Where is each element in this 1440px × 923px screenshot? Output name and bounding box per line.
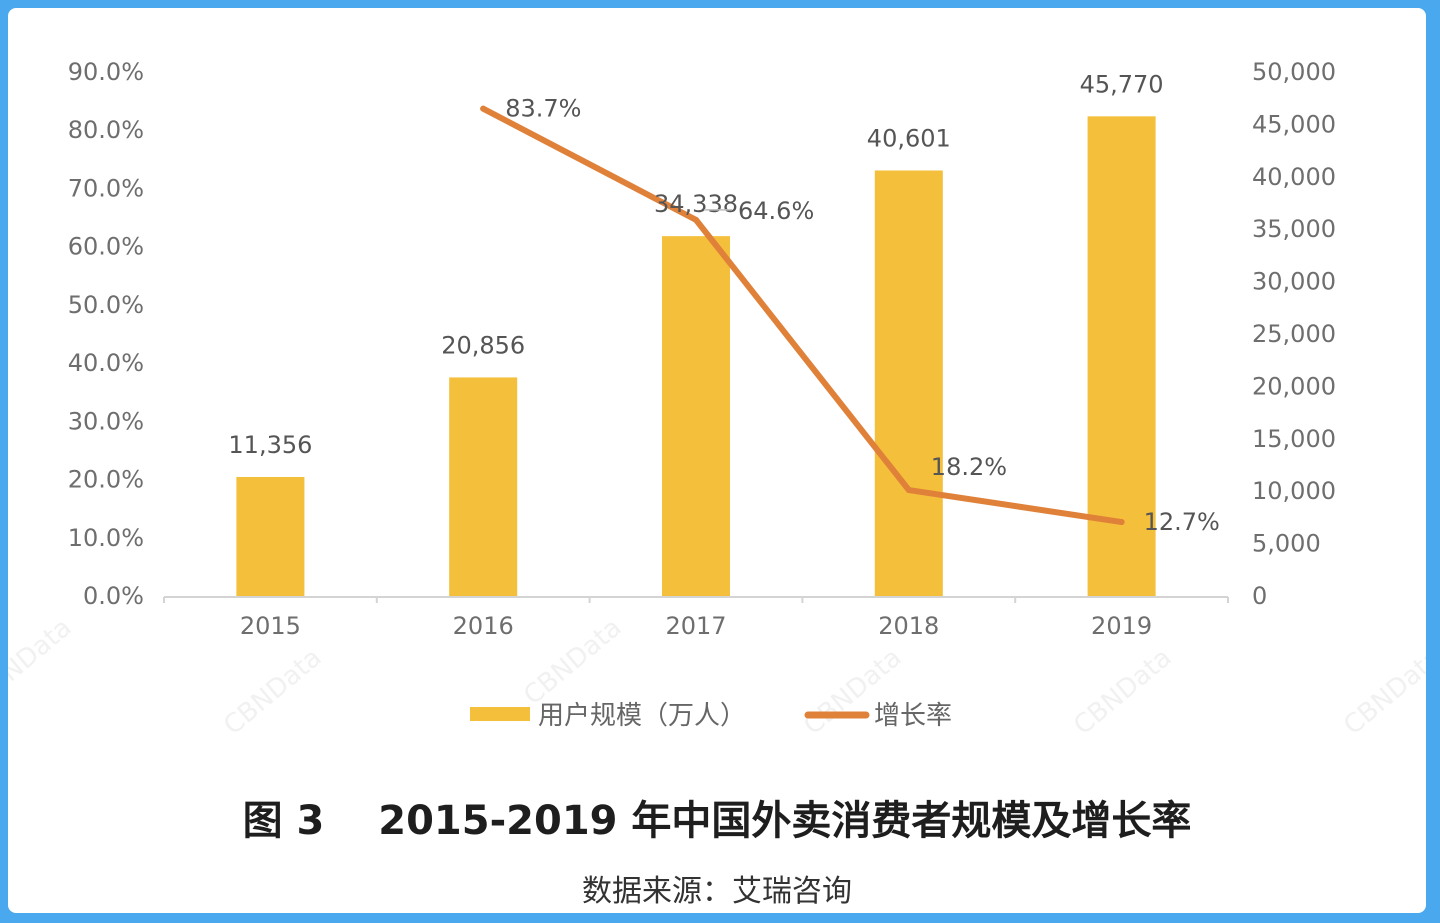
right-axis-tick-label: 50,000 [1252, 58, 1336, 86]
right-axis-tick-label: 5,000 [1252, 530, 1321, 558]
right-axis-tick-label: 10,000 [1252, 477, 1336, 505]
left-axis-tick-label: 0.0% [83, 582, 144, 610]
right-axis-tick-label: 20,000 [1252, 372, 1336, 400]
line-series [480, 105, 1125, 526]
figure-caption: 图 3 2015-2019 年中国外卖消费者规模及增长率 [242, 798, 1192, 844]
bar-data-label: 20,856 [441, 331, 525, 359]
x-axis-tick-label: 2018 [878, 612, 939, 640]
right-axis-tick-label: 30,000 [1252, 268, 1336, 296]
combo-chart: CBNData CBNData CBNData CBNData CBNData CBNDa… [8, 58, 1426, 742]
left-axis-tick-label: 50.0% [68, 291, 144, 319]
line-data-label: 83.7% [505, 95, 581, 123]
watermark-text: CBNData [518, 613, 627, 712]
left-axis-tick-label: 80.0% [68, 116, 144, 144]
data-source: 数据来源：艾瑞咨询 [582, 874, 852, 909]
right-axis-tick-label: 0 [1252, 582, 1267, 610]
right-axis-tick-label: 40,000 [1252, 163, 1336, 191]
x-axis-tick-label: 2017 [665, 612, 726, 640]
watermark-text: CBNData [218, 643, 327, 742]
left-axis-tick-label: 40.0% [68, 349, 144, 377]
watermark-text: CBNData [1338, 643, 1426, 742]
growth-rate-line [480, 105, 1125, 526]
legend-line-label: 增长率 [874, 701, 952, 731]
line-data-labels: 83.7% 64.6% 18.2% 12.7% [505, 95, 1220, 536]
right-axis-tick-label: 25,000 [1252, 320, 1336, 348]
bar-data-label: 34,338 [654, 190, 738, 218]
line-data-label: 18.2% [931, 453, 1007, 481]
x-axis: 2015 2016 2017 2018 2019 [163, 596, 1229, 640]
bar-data-label: 45,770 [1080, 70, 1164, 98]
growth-rate-point-2019 [1118, 519, 1125, 526]
bar-2017 [662, 236, 730, 596]
bar-data-label: 11,356 [228, 431, 312, 459]
bar-series [236, 116, 1156, 597]
left-axis-tick-label: 30.0% [68, 407, 144, 435]
watermark-text: CBNData [1068, 643, 1177, 742]
right-axis-tick-label: 35,000 [1252, 215, 1336, 243]
left-axis-tick-label: 90.0% [68, 58, 144, 86]
left-axis-tick-label: 60.0% [68, 233, 144, 261]
left-axis-tick-label: 10.0% [68, 524, 144, 552]
bar-data-labels: 11,356 20,856 34,338 40,601 45,770 [228, 70, 1163, 459]
legend: 用户规模（万人） 增长率 [470, 701, 952, 731]
line-data-label: 12.7% [1144, 508, 1220, 536]
bar-2015 [236, 476, 305, 596]
x-axis-tick-label: 2016 [453, 612, 514, 640]
x-axis-tick-label: 2015 [240, 612, 301, 640]
bar-2016 [449, 377, 518, 596]
watermark-text: CBNData [8, 613, 78, 712]
right-axis: 0 5,000 10,000 15,000 20,000 25,000 30,000 35,0… [1252, 58, 1336, 610]
left-axis-tick-label: 20.0% [68, 466, 144, 494]
left-axis: 0.0% 10.0% 20.0% 30.0% 40.0% 50.0% 60.0% 70.0% 8… [68, 58, 144, 610]
x-axis-tick-label: 2019 [1091, 612, 1152, 640]
left-axis-tick-label: 70.0% [68, 174, 144, 202]
chart-frame: CBNData CBNData CBNData CBNData CBNData CBNDa… [8, 8, 1426, 913]
growth-rate-point-2016 [480, 105, 487, 112]
line-data-label: 64.6% [738, 197, 814, 225]
legend-bar-swatch [470, 707, 530, 721]
growth-rate-point-2017 [693, 216, 699, 223]
right-axis-tick-label: 15,000 [1252, 425, 1336, 453]
growth-rate-point-2018 [905, 487, 912, 494]
bar-data-label: 40,601 [867, 125, 951, 153]
right-axis-tick-label: 45,000 [1252, 110, 1336, 138]
legend-bar-label: 用户规模（万人） [538, 701, 746, 731]
bar-2018 [874, 170, 943, 596]
